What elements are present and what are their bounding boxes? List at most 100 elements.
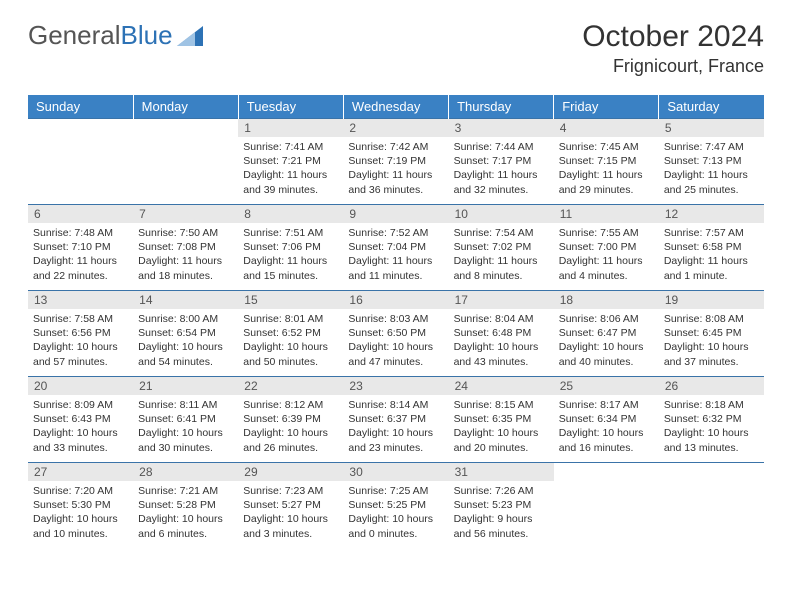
calendar-cell: 2Sunrise: 7:42 AMSunset: 7:19 PMDaylight… [343, 119, 448, 205]
calendar-cell: 18Sunrise: 8:06 AMSunset: 6:47 PMDayligh… [554, 291, 659, 377]
calendar-cell: 11Sunrise: 7:55 AMSunset: 7:00 PMDayligh… [554, 205, 659, 291]
day-details: Sunrise: 7:58 AMSunset: 6:56 PMDaylight:… [28, 309, 133, 374]
day-details: Sunrise: 8:08 AMSunset: 6:45 PMDaylight:… [659, 309, 764, 374]
day-details: Sunrise: 8:11 AMSunset: 6:41 PMDaylight:… [133, 395, 238, 460]
calendar-cell: 25Sunrise: 8:17 AMSunset: 6:34 PMDayligh… [554, 377, 659, 463]
day-number: 26 [659, 377, 764, 395]
calendar-cell: 10Sunrise: 7:54 AMSunset: 7:02 PMDayligh… [449, 205, 554, 291]
day-details: Sunrise: 8:12 AMSunset: 6:39 PMDaylight:… [238, 395, 343, 460]
calendar-cell: 15Sunrise: 8:01 AMSunset: 6:52 PMDayligh… [238, 291, 343, 377]
day-number: 4 [554, 119, 659, 137]
day-details: Sunrise: 7:45 AMSunset: 7:15 PMDaylight:… [554, 137, 659, 202]
day-details: Sunrise: 7:42 AMSunset: 7:19 PMDaylight:… [343, 137, 448, 202]
day-details: Sunrise: 7:54 AMSunset: 7:02 PMDaylight:… [449, 223, 554, 288]
day-number: 14 [133, 291, 238, 309]
day-details: Sunrise: 8:14 AMSunset: 6:37 PMDaylight:… [343, 395, 448, 460]
calendar-cell [554, 463, 659, 546]
day-number: 9 [343, 205, 448, 223]
day-number: 6 [28, 205, 133, 223]
day-details: Sunrise: 8:18 AMSunset: 6:32 PMDaylight:… [659, 395, 764, 460]
calendar-cell: 17Sunrise: 8:04 AMSunset: 6:48 PMDayligh… [449, 291, 554, 377]
day-number: 22 [238, 377, 343, 395]
calendar-cell: 31Sunrise: 7:26 AMSunset: 5:23 PMDayligh… [449, 463, 554, 546]
weekday-header: Friday [554, 95, 659, 119]
day-details: Sunrise: 7:52 AMSunset: 7:04 PMDaylight:… [343, 223, 448, 288]
day-number: 10 [449, 205, 554, 223]
calendar-cell [133, 119, 238, 205]
day-number: 7 [133, 205, 238, 223]
header: GeneralBlue October 2024 Frignicourt, Fr… [28, 20, 764, 77]
day-details: Sunrise: 8:03 AMSunset: 6:50 PMDaylight:… [343, 309, 448, 374]
day-details: Sunrise: 8:09 AMSunset: 6:43 PMDaylight:… [28, 395, 133, 460]
calendar-cell: 4Sunrise: 7:45 AMSunset: 7:15 PMDaylight… [554, 119, 659, 205]
day-number: 3 [449, 119, 554, 137]
weekday-header: Wednesday [343, 95, 448, 119]
day-details: Sunrise: 7:25 AMSunset: 5:25 PMDaylight:… [343, 481, 448, 546]
weekday-header: Tuesday [238, 95, 343, 119]
day-number: 30 [343, 463, 448, 481]
logo-triangle-icon [177, 26, 203, 46]
calendar-cell: 16Sunrise: 8:03 AMSunset: 6:50 PMDayligh… [343, 291, 448, 377]
day-details: Sunrise: 7:51 AMSunset: 7:06 PMDaylight:… [238, 223, 343, 288]
calendar-cell: 3Sunrise: 7:44 AMSunset: 7:17 PMDaylight… [449, 119, 554, 205]
day-details: Sunrise: 7:26 AMSunset: 5:23 PMDaylight:… [449, 481, 554, 546]
day-number: 25 [554, 377, 659, 395]
calendar-cell: 5Sunrise: 7:47 AMSunset: 7:13 PMDaylight… [659, 119, 764, 205]
day-details: Sunrise: 7:47 AMSunset: 7:13 PMDaylight:… [659, 137, 764, 202]
day-number: 5 [659, 119, 764, 137]
calendar-cell: 24Sunrise: 8:15 AMSunset: 6:35 PMDayligh… [449, 377, 554, 463]
day-details: Sunrise: 7:50 AMSunset: 7:08 PMDaylight:… [133, 223, 238, 288]
calendar-cell: 29Sunrise: 7:23 AMSunset: 5:27 PMDayligh… [238, 463, 343, 546]
day-details: Sunrise: 8:17 AMSunset: 6:34 PMDaylight:… [554, 395, 659, 460]
day-number: 16 [343, 291, 448, 309]
day-number: 20 [28, 377, 133, 395]
day-number: 15 [238, 291, 343, 309]
location: Frignicourt, France [582, 56, 764, 77]
day-number: 8 [238, 205, 343, 223]
day-number: 21 [133, 377, 238, 395]
day-details: Sunrise: 7:57 AMSunset: 6:58 PMDaylight:… [659, 223, 764, 288]
calendar-table: SundayMondayTuesdayWednesdayThursdayFrid… [28, 95, 764, 546]
calendar-cell: 21Sunrise: 8:11 AMSunset: 6:41 PMDayligh… [133, 377, 238, 463]
day-details: Sunrise: 7:20 AMSunset: 5:30 PMDaylight:… [28, 481, 133, 546]
month-title: October 2024 [582, 20, 764, 54]
day-number: 24 [449, 377, 554, 395]
weekday-header: Sunday [28, 95, 133, 119]
calendar-cell: 26Sunrise: 8:18 AMSunset: 6:32 PMDayligh… [659, 377, 764, 463]
day-details: Sunrise: 7:44 AMSunset: 7:17 PMDaylight:… [449, 137, 554, 202]
calendar-cell: 28Sunrise: 7:21 AMSunset: 5:28 PMDayligh… [133, 463, 238, 546]
day-details: Sunrise: 8:00 AMSunset: 6:54 PMDaylight:… [133, 309, 238, 374]
day-number: 11 [554, 205, 659, 223]
calendar-cell: 30Sunrise: 7:25 AMSunset: 5:25 PMDayligh… [343, 463, 448, 546]
day-number: 28 [133, 463, 238, 481]
calendar-cell: 19Sunrise: 8:08 AMSunset: 6:45 PMDayligh… [659, 291, 764, 377]
day-number: 19 [659, 291, 764, 309]
day-number: 29 [238, 463, 343, 481]
calendar-cell: 22Sunrise: 8:12 AMSunset: 6:39 PMDayligh… [238, 377, 343, 463]
calendar-cell: 8Sunrise: 7:51 AMSunset: 7:06 PMDaylight… [238, 205, 343, 291]
day-number: 27 [28, 463, 133, 481]
day-details: Sunrise: 7:41 AMSunset: 7:21 PMDaylight:… [238, 137, 343, 202]
calendar-cell: 6Sunrise: 7:48 AMSunset: 7:10 PMDaylight… [28, 205, 133, 291]
day-details: Sunrise: 8:06 AMSunset: 6:47 PMDaylight:… [554, 309, 659, 374]
day-details: Sunrise: 7:21 AMSunset: 5:28 PMDaylight:… [133, 481, 238, 546]
day-details: Sunrise: 8:01 AMSunset: 6:52 PMDaylight:… [238, 309, 343, 374]
day-number: 23 [343, 377, 448, 395]
day-details: Sunrise: 7:55 AMSunset: 7:00 PMDaylight:… [554, 223, 659, 288]
day-number: 31 [449, 463, 554, 481]
day-number: 2 [343, 119, 448, 137]
weekday-header: Saturday [659, 95, 764, 119]
calendar-body: 1Sunrise: 7:41 AMSunset: 7:21 PMDaylight… [28, 119, 764, 546]
day-details: Sunrise: 8:15 AMSunset: 6:35 PMDaylight:… [449, 395, 554, 460]
day-number: 13 [28, 291, 133, 309]
calendar-cell: 1Sunrise: 7:41 AMSunset: 7:21 PMDaylight… [238, 119, 343, 205]
title-block: October 2024 Frignicourt, France [582, 20, 764, 77]
day-details: Sunrise: 8:04 AMSunset: 6:48 PMDaylight:… [449, 309, 554, 374]
calendar-cell: 13Sunrise: 7:58 AMSunset: 6:56 PMDayligh… [28, 291, 133, 377]
logo-text-general: General [28, 20, 121, 51]
logo-text-blue: Blue [121, 20, 173, 51]
weekday-header: Monday [133, 95, 238, 119]
calendar-cell [28, 119, 133, 205]
day-details: Sunrise: 7:23 AMSunset: 5:27 PMDaylight:… [238, 481, 343, 546]
calendar-header-row: SundayMondayTuesdayWednesdayThursdayFrid… [28, 95, 764, 119]
